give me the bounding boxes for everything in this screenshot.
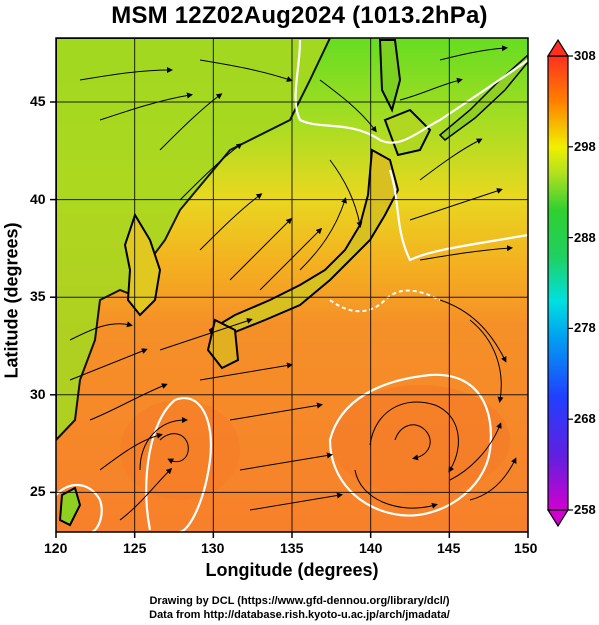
x-tick-label: 135 [280, 540, 304, 556]
contour-warm [145, 397, 212, 532]
colorbar-top-arrow [546, 38, 570, 57]
colorbar-tick-label: 288 [574, 230, 596, 245]
tick-marks [50, 101, 529, 538]
gridlines [56, 38, 528, 532]
contour-warm [328, 373, 492, 517]
colorbar-ticks [568, 55, 573, 511]
contour-298 [294, 39, 528, 144]
land-sakhalin [378, 39, 402, 113]
x-tick-label: 145 [437, 540, 461, 556]
x-tick-label: 120 [44, 540, 68, 556]
page-title: MSM 12Z02Aug2024 (1013.2hPa) [111, 2, 488, 29]
warm-region [330, 385, 510, 495]
x-tick-label: 125 [123, 540, 147, 556]
colorbar-tick-label: 308 [574, 48, 596, 63]
y-axis-label: Latitude (degrees) [1, 222, 22, 379]
colorbar-tick-label: 298 [574, 139, 596, 154]
land-continent [56, 38, 332, 442]
y-tick-label: 45 [30, 93, 46, 109]
land-hokkaido [383, 108, 432, 157]
colorbar-tick-label: 278 [574, 320, 596, 335]
colorbar [547, 55, 569, 511]
x-axis-label: Longitude (degrees) [205, 560, 379, 580]
colorbar-tick-label: 268 [574, 411, 596, 426]
credit-line: Drawing by DCL (https://www.gfd-dennou.o… [149, 595, 450, 607]
y-tick-label: 30 [30, 386, 46, 402]
y-tick-label: 35 [30, 288, 46, 304]
x-tick-label: 130 [201, 540, 225, 556]
land-taiwan [58, 486, 82, 527]
credit-line: Data from http://database.rish.kyoto-u.a… [149, 609, 450, 621]
x-tick-label: 150 [514, 540, 538, 556]
x-tick-label: 140 [359, 540, 383, 556]
warm-region [120, 400, 240, 500]
land-korea [123, 212, 162, 317]
y-tick-label: 40 [30, 191, 46, 207]
colorbar-tick-label: 258 [574, 502, 596, 517]
colorbar-bottom-arrow [546, 509, 570, 528]
contour-warm [329, 289, 441, 313]
y-tick-label: 25 [30, 483, 46, 499]
contour-warm [56, 484, 103, 532]
